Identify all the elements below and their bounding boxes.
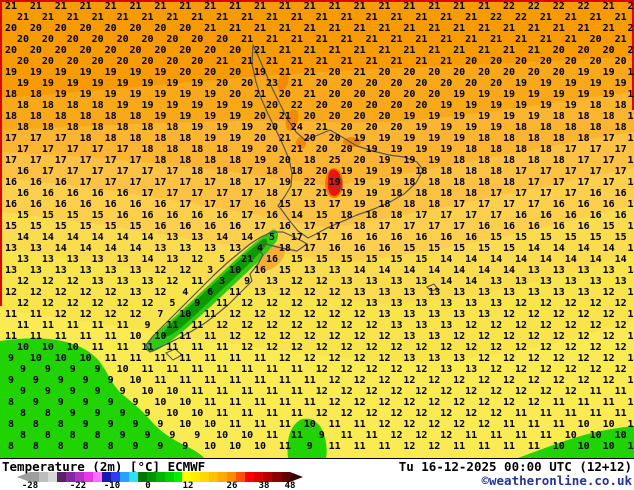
scale-segment [254, 472, 264, 482]
map-svg [0, 0, 634, 458]
auckland-warm-patch [296, 137, 306, 149]
bottom-right-green-patch [518, 426, 634, 458]
color-scale-ticks: -28 -22 -10 0 12 26 38 48 [0, 481, 340, 490]
northland-warm-patch-2 [285, 109, 299, 131]
scale-segment [65, 472, 75, 482]
scale-segment [272, 472, 282, 482]
scale-segment [56, 472, 66, 482]
legend-bar: Temperature (2m) [°C] ECMWF Tu 16-12-202… [0, 458, 634, 490]
scale-segment [281, 472, 291, 482]
scale-tick-label: 48 [284, 481, 296, 490]
scale-tick-label: -28 [21, 481, 39, 490]
bottom-centre-green-spot [287, 418, 327, 458]
scale-segment [227, 472, 237, 482]
scale-segment [191, 472, 201, 482]
scale-segment [101, 472, 111, 482]
scale-tick-label: 0 [145, 481, 151, 490]
temperature-map: 21 21 21 21 21 21 21 21 21 21 21 21 21 21 21 21 21 21 21 21… [0, 0, 634, 458]
northland-warm-patch-1 [277, 73, 289, 91]
scale-segment [263, 472, 273, 482]
southern-alps-dark-green [162, 238, 268, 337]
stewart-island-coastline [165, 348, 183, 361]
scale-segment [74, 472, 84, 482]
scale-segment [173, 472, 183, 482]
scale-segment [83, 472, 93, 482]
scale-tick-label: -10 [103, 481, 121, 490]
scale-segment [38, 472, 48, 482]
scale-segment [30, 472, 39, 482]
north-island-coastline [251, 44, 424, 239]
copyright-link[interactable]: ©weatheronline.co.uk [481, 473, 632, 488]
map-border-right [632, 0, 634, 110]
bay-of-plenty-warm-patch [343, 137, 361, 147]
chatham-island-coastline [426, 283, 439, 292]
color-scale-bar [17, 472, 304, 482]
tasman-green-blob [0, 338, 204, 458]
hot-spot-red [327, 169, 342, 196]
scale-segment [182, 472, 192, 482]
scale-arrow-right [290, 472, 304, 482]
scale-segment [200, 472, 210, 482]
scale-segment [146, 472, 156, 482]
scale-segment [137, 472, 147, 482]
scale-segment [92, 472, 102, 482]
scale-tick-label: -22 [69, 481, 87, 490]
lake-taupo-outline [332, 176, 343, 190]
scale-segment [110, 472, 120, 482]
scale-segment [119, 472, 129, 482]
scale-segment [218, 472, 228, 482]
scale-tick-label: 26 [226, 481, 238, 490]
scale-segment [245, 472, 255, 482]
scale-segment [128, 472, 138, 482]
scale-segment [47, 472, 57, 482]
south-island-coastline [145, 231, 308, 353]
map-border-top [0, 0, 634, 2]
map-border-left [0, 0, 2, 306]
scale-segment [209, 472, 219, 482]
scale-segment [236, 472, 246, 482]
forecast-datetime: Tu 16-12-2025 00:00 UTC (12+12) [398, 459, 632, 474]
scale-arrow-left [17, 472, 30, 482]
scale-segment [155, 472, 165, 482]
scale-segment [164, 472, 174, 482]
scale-tick-label: 38 [258, 481, 270, 490]
scale-tick-label: 12 [182, 481, 194, 490]
legend-title: Temperature (2m) [°C] ECMWF [2, 459, 206, 474]
